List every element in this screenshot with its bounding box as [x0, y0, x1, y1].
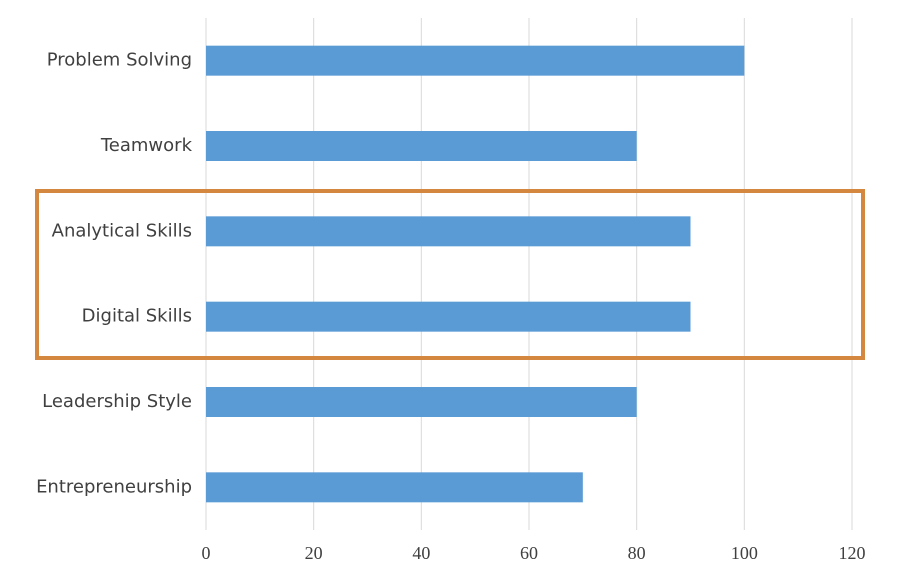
bar	[206, 301, 691, 332]
highlight-box	[35, 189, 865, 360]
x-tick-label: 60	[520, 543, 538, 563]
x-tick-label: 120	[839, 543, 866, 563]
x-tick-label: 0	[202, 543, 211, 563]
x-tick-label: 40	[412, 543, 430, 563]
x-tick-label: 20	[305, 543, 323, 563]
y-tick-label: Leadership Style	[42, 391, 192, 412]
y-tick-label: Entrepreneurship	[36, 476, 192, 497]
plot-area: 0 20 40 60 80 100 120 Problem Solving Teamwork An…	[36, 18, 866, 563]
y-tick-label: Analytical Skills	[52, 220, 192, 241]
y-tick-label: Problem Solving	[47, 50, 192, 71]
x-tick-label: 80	[628, 543, 646, 563]
y-tick-label: Digital Skills	[82, 306, 192, 327]
bar	[206, 131, 637, 161]
bar	[206, 387, 637, 417]
bar	[206, 45, 745, 76]
bar	[206, 216, 691, 247]
y-tick-label: Teamwork	[100, 135, 193, 156]
x-tick-label: 100	[731, 543, 758, 563]
bar	[206, 472, 583, 503]
